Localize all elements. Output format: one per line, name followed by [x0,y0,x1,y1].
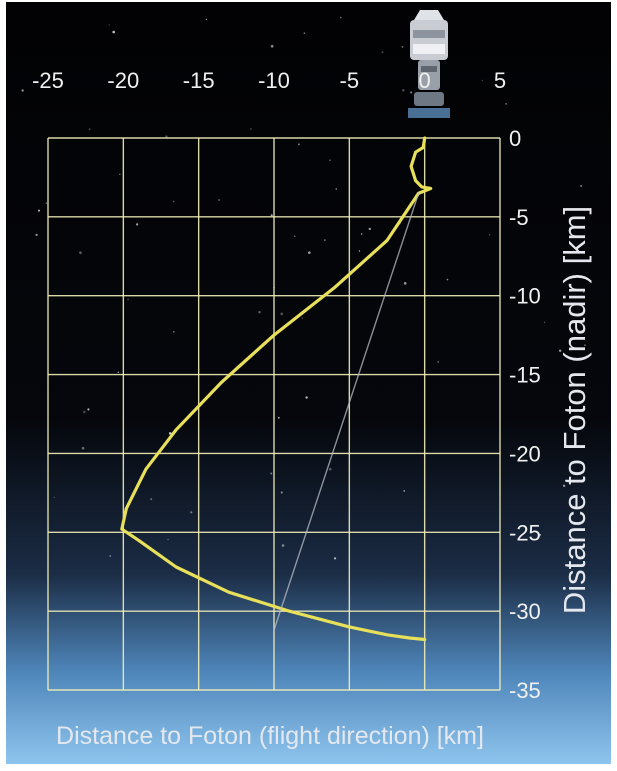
star [150,498,153,501]
star [190,511,193,514]
star [281,544,285,547]
star [277,416,280,419]
trajectory-line [120,136,433,642]
star [172,200,175,203]
star [446,278,449,281]
series [120,136,433,642]
star [21,89,24,92]
star [303,32,306,34]
x-axis-label: Distance to Foton (flight direction) [km… [56,722,484,750]
star [335,188,337,190]
star [168,432,172,435]
star [135,223,139,226]
background [6,2,611,764]
x-tick-labels: -25 -20 -15 -10 -5 0 5 [32,68,506,93]
star [250,128,252,130]
y-axis-label: Distance to Foton (nadir) [km] [557,206,592,614]
star [403,282,407,285]
star [205,18,208,21]
star [481,79,484,82]
star [109,554,112,557]
star [584,344,586,347]
y-tick-label: -15 [509,363,541,388]
y-tick-labels: 0 -5 -10 -15 -20 -25 -30 -35 [509,126,541,703]
star [324,239,326,241]
star [270,214,273,217]
star [505,103,508,105]
star [360,233,363,235]
star [339,16,342,19]
x-tick-label: -5 [340,68,360,93]
y-tick-label: -25 [509,520,541,545]
x-tick-label: -20 [107,68,139,93]
spacecraft-icon [408,10,450,118]
star [297,143,300,146]
star [403,490,405,492]
star [437,361,439,363]
star [117,371,120,374]
star [127,298,129,301]
star [543,321,546,323]
star [333,557,337,560]
star [381,51,384,54]
star [558,349,562,353]
star [328,467,332,471]
x-tick-label: 5 [494,68,506,93]
star [45,202,48,204]
star [580,185,583,187]
star [38,209,41,212]
star [562,484,566,488]
y-tick-label: -30 [509,599,541,624]
star [88,128,91,131]
y-tick-label: -10 [509,284,541,309]
x-tick-label: 0 [419,68,431,93]
star [108,24,110,26]
star [308,251,311,254]
star [280,312,284,316]
star [218,199,220,201]
star [294,235,296,237]
star [358,250,361,252]
star [301,317,303,319]
star [270,472,273,475]
x-tick-label: -15 [183,68,215,93]
star [402,89,405,92]
star [329,159,331,162]
star [35,233,38,237]
star [488,234,491,236]
x-tick-label: -25 [32,68,64,93]
star [53,496,55,499]
star [539,533,542,536]
star [258,311,261,314]
star [410,91,413,94]
star [280,491,283,494]
star [119,173,121,175]
star [112,30,116,34]
star [79,251,82,255]
star [165,135,168,138]
x-tick-label: -10 [258,68,290,93]
star [401,45,404,48]
stars [21,16,586,560]
star [305,396,308,399]
y-tick-label: 0 [509,126,521,151]
line-of-sight-line [273,192,420,631]
star [583,291,585,293]
y-tick-label: -5 [509,205,529,230]
y-tick-label: -35 [509,678,541,703]
star [83,410,86,414]
grid [47,137,501,691]
star [173,331,175,333]
star [167,538,169,541]
star [270,44,274,48]
y-tick-label: -20 [509,441,541,466]
star [368,227,371,231]
star [81,446,85,450]
star [87,408,90,411]
